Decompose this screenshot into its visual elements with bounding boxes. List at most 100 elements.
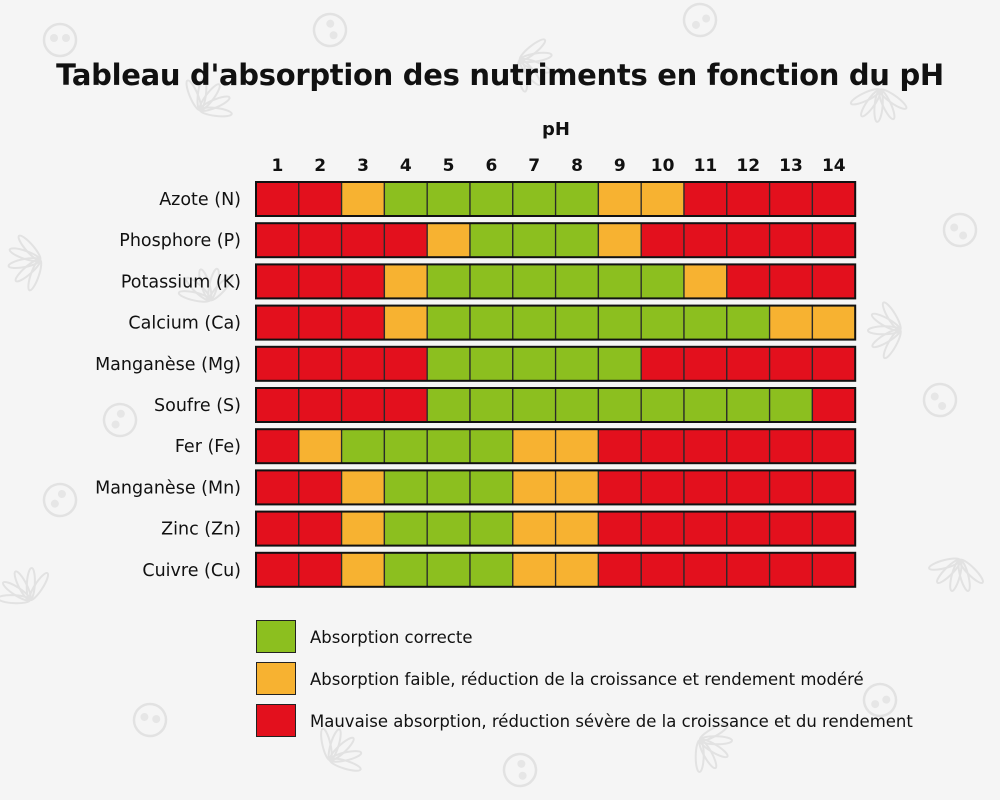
heatmap-cell <box>683 181 728 217</box>
heatmap-cell <box>597 222 642 258</box>
nutrient-row-label: Calcium (Ca) <box>128 314 241 334</box>
nutrient-row-label: Manganèse (Mn) <box>95 478 241 498</box>
skull-watermark-icon <box>922 382 958 418</box>
heatmap-cell <box>597 346 642 382</box>
heatmap-row-border <box>255 263 857 300</box>
heatmap-cell <box>383 263 428 300</box>
heatmap-cell <box>726 222 771 258</box>
heatmap-cell <box>298 181 343 217</box>
heatmap-cell <box>554 304 600 341</box>
heatmap-cell <box>683 346 728 382</box>
heatmap-cell <box>554 469 600 506</box>
heatmap-cell <box>469 181 514 217</box>
heatmap-row-border <box>255 387 857 423</box>
skull-watermark-icon <box>682 2 718 38</box>
heatmap-cell <box>811 346 856 382</box>
heatmap-cell <box>683 510 728 547</box>
heatmap-cell <box>554 387 600 423</box>
heatmap-cell <box>383 222 428 258</box>
heatmap-cell <box>426 346 471 382</box>
heatmap-cell <box>255 469 300 506</box>
ph-tick-label: 3 <box>357 156 369 176</box>
x-axis-label: pH <box>542 119 570 140</box>
heatmap-cell <box>469 304 514 341</box>
ph-tick-label: 7 <box>528 156 540 176</box>
ph-tick-label: 11 <box>694 156 718 176</box>
heatmap-cell <box>512 346 557 382</box>
heatmap-cell <box>640 222 685 258</box>
ph-tick-label: 10 <box>651 156 675 176</box>
heatmap-cell <box>255 346 300 382</box>
heatmap-cell <box>554 181 600 217</box>
heatmap-cell <box>597 304 642 341</box>
heatmap-cell <box>426 304 471 341</box>
chart-title: Tableau d'absorption des nutriments en f… <box>56 58 944 92</box>
heatmap-cell <box>597 428 642 464</box>
heatmap-cell <box>340 222 386 258</box>
heatmap-cell <box>469 387 514 423</box>
nutrient-row-label: Fer (Fe) <box>175 437 241 457</box>
skull-watermark-icon <box>42 482 78 518</box>
heatmap-cell <box>340 552 386 588</box>
heatmap-cell <box>469 552 514 588</box>
heatmap-cell <box>340 263 386 300</box>
heatmap-cell <box>811 469 856 506</box>
heatmap-cell <box>597 181 642 217</box>
heatmap-cell <box>469 428 514 464</box>
heatmap-cell <box>426 428 471 464</box>
heatmap-cell <box>768 552 814 588</box>
heatmap-cell <box>383 346 428 382</box>
skull-watermark-icon <box>942 212 978 248</box>
heatmap-cell <box>255 181 300 217</box>
heatmap-cell <box>512 387 557 423</box>
heatmap-cell <box>469 510 514 547</box>
heatmap-row-border <box>255 222 857 259</box>
heatmap-cell <box>255 263 300 300</box>
heatmap-cell <box>726 469 771 506</box>
nutrient-row-label: Soufre (S) <box>154 396 241 416</box>
heatmap-cell <box>811 387 856 423</box>
heatmap-cell <box>597 469 642 506</box>
heatmap-cell <box>726 552 771 588</box>
skull-watermark-icon <box>132 702 168 738</box>
heatmap-cell <box>469 222 514 258</box>
ph-tick-label: 8 <box>571 156 583 176</box>
heatmap-row-border <box>255 181 857 217</box>
heatmap-cell <box>726 263 771 300</box>
leaf-watermark-icon <box>177 267 234 303</box>
heatmap-cell <box>512 552 557 588</box>
nutrient-row-label: Manganèse (Mg) <box>95 355 241 375</box>
heatmap-cell <box>340 304 386 341</box>
heatmap-cell <box>255 552 300 588</box>
heatmap-cell <box>298 387 343 423</box>
heatmap-cell <box>426 263 471 300</box>
heatmap-cell <box>340 428 386 464</box>
heatmap-cell <box>340 469 386 506</box>
heatmap-cell <box>768 510 814 547</box>
leaf-watermark-icon <box>867 301 902 360</box>
heatmap-cell <box>554 222 600 258</box>
leaf-watermark-icon <box>7 234 43 292</box>
heatmap-cell <box>811 181 856 217</box>
leaf-watermark-icon <box>185 77 233 118</box>
skull-watermark-icon <box>42 22 78 58</box>
heatmap-cell <box>597 263 642 300</box>
heatmap-cell <box>554 510 600 547</box>
legend-swatch-moderate <box>256 662 296 695</box>
heatmap-cell <box>298 263 343 300</box>
heatmap-cell <box>512 181 557 217</box>
heatmap-cell <box>597 387 642 423</box>
legend-label-moderate: Absorption faible, réduction de la crois… <box>310 670 864 689</box>
ph-tick-label: 1 <box>271 156 283 176</box>
ph-tick-label: 2 <box>314 156 326 176</box>
heatmap-cell <box>683 552 728 588</box>
heatmap-cell <box>512 222 557 258</box>
heatmap-cell <box>811 510 856 547</box>
heatmap-cell <box>426 552 471 588</box>
heatmap-cell <box>640 181 685 217</box>
heatmap-cell <box>512 510 557 547</box>
heatmap-cell <box>683 428 728 464</box>
heatmap-cell <box>298 469 343 506</box>
heatmap-cell <box>726 304 771 341</box>
